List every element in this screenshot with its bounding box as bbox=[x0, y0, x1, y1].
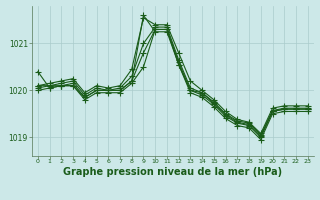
X-axis label: Graphe pression niveau de la mer (hPa): Graphe pression niveau de la mer (hPa) bbox=[63, 167, 282, 177]
